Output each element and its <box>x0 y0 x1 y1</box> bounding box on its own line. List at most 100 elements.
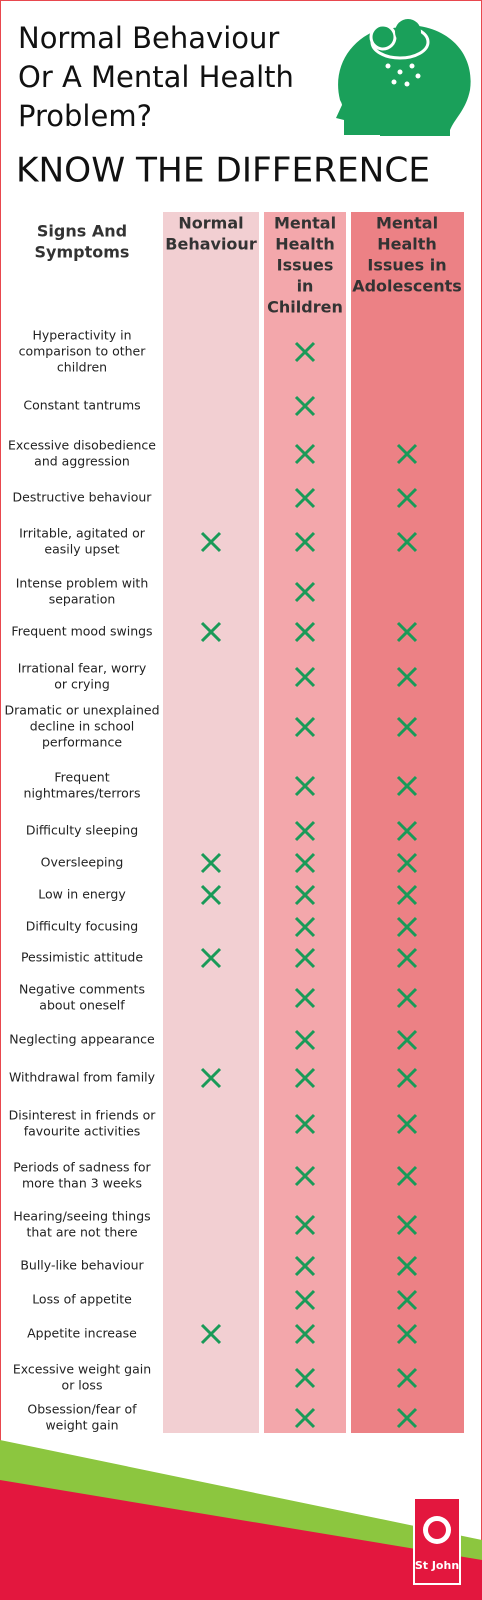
cross-mark <box>294 775 316 797</box>
cross-mark <box>294 487 316 509</box>
cross-mark <box>396 852 418 874</box>
cross-mark <box>294 341 316 363</box>
cross-stroke <box>396 1367 418 1389</box>
cross-stroke <box>294 1289 316 1311</box>
cross-mark <box>396 443 418 465</box>
cross-mark <box>294 1255 316 1277</box>
row-label: Pessimistic attitude <box>21 950 143 965</box>
cross-mark <box>294 820 316 842</box>
logo-emblem-inner <box>428 1521 446 1539</box>
cross-stroke <box>294 852 316 874</box>
cross-mark <box>294 621 316 643</box>
cross-mark <box>294 884 316 906</box>
cross-mark <box>294 1113 316 1135</box>
title-line: Problem? <box>18 99 152 133</box>
column-header: Issues <box>277 256 334 275</box>
cross-stroke <box>294 666 316 688</box>
row-label: Difficulty focusing <box>26 919 138 934</box>
cross-stroke <box>396 1029 418 1051</box>
head-icon <box>336 19 471 136</box>
cross-mark <box>396 1289 418 1311</box>
column-header: Signs And <box>37 222 127 241</box>
cross-stroke <box>294 884 316 906</box>
cross-stroke <box>294 1407 316 1429</box>
cross-stroke <box>294 1323 316 1345</box>
cross-stroke <box>200 621 222 643</box>
cross-mark <box>294 1029 316 1051</box>
column-header: Mental <box>274 214 336 233</box>
cross-stroke <box>200 1067 222 1089</box>
row-label: Appetite increase <box>27 1326 137 1341</box>
row-label: Hyperactivity in <box>32 328 131 343</box>
cross-mark <box>294 581 316 603</box>
cross-mark <box>294 666 316 688</box>
cross-mark <box>396 531 418 553</box>
row-label: Dramatic or unexplained <box>4 703 159 718</box>
cross-stroke <box>396 820 418 842</box>
row-label: Withdrawal from family <box>9 1070 156 1085</box>
row-label: Loss of appetite <box>32 1292 132 1307</box>
cross-stroke <box>396 621 418 643</box>
row-label: Hearing/seeing things <box>13 1209 150 1224</box>
cross-stroke <box>294 443 316 465</box>
cross-mark <box>396 621 418 643</box>
column-header: Mental <box>376 214 438 233</box>
row-label: or crying <box>54 677 110 692</box>
cross-mark <box>294 1323 316 1345</box>
column-header: Issues in <box>367 256 446 275</box>
cross-stroke <box>294 916 316 938</box>
cross-mark <box>396 487 418 509</box>
cross-stroke <box>396 775 418 797</box>
row-label: children <box>57 360 107 375</box>
cross-mark <box>200 947 222 969</box>
row-label: Neglecting appearance <box>9 1032 155 1047</box>
cross-mark <box>396 1029 418 1051</box>
cross-mark <box>200 884 222 906</box>
cross-stroke <box>294 947 316 969</box>
row-label: weight gain <box>45 1418 118 1433</box>
title-line: Or A Mental Health <box>18 60 294 94</box>
column-normal <box>163 212 259 1433</box>
cross-stroke <box>294 341 316 363</box>
cross-stroke <box>396 666 418 688</box>
cross-stroke <box>294 1255 316 1277</box>
cross-mark <box>200 1067 222 1089</box>
cross-stroke <box>396 443 418 465</box>
cross-stroke <box>294 1165 316 1187</box>
title-line: Normal Behaviour <box>18 21 279 55</box>
footer-red <box>0 1480 482 1600</box>
cross-stroke <box>294 487 316 509</box>
cross-stroke <box>396 1067 418 1089</box>
cross-mark <box>294 531 316 553</box>
cross-mark <box>294 1214 316 1236</box>
cross-mark <box>396 1214 418 1236</box>
cross-stroke <box>396 1255 418 1277</box>
cross-stroke <box>294 716 316 738</box>
cross-mark <box>396 1067 418 1089</box>
cross-mark <box>200 852 222 874</box>
row-label: Frequent mood swings <box>11 624 152 639</box>
cross-stroke <box>294 775 316 797</box>
cross-mark <box>396 1407 418 1429</box>
cross-stroke <box>294 621 316 643</box>
row-label: about oneself <box>39 998 125 1013</box>
cross-mark <box>200 1323 222 1345</box>
row-label: Negative comments <box>19 982 145 997</box>
row-label: comparison to other <box>19 344 147 359</box>
cross-stroke <box>396 1407 418 1429</box>
row-label: and aggression <box>34 454 130 469</box>
row-label: Obsession/fear of <box>27 1402 137 1417</box>
cross-stroke <box>200 1323 222 1345</box>
cross-mark <box>294 1407 316 1429</box>
row-label: Excessive disobedience <box>8 438 156 453</box>
row-label: separation <box>49 592 116 607</box>
row-label: Constant tantrums <box>23 398 140 413</box>
row-label: more than 3 weeks <box>22 1176 142 1191</box>
cross-stroke <box>396 1165 418 1187</box>
title-emphasis: KNOW THE DIFFERENCE <box>16 151 430 191</box>
cross-stroke <box>396 916 418 938</box>
column-header: Children <box>267 298 343 317</box>
cross-stroke <box>396 947 418 969</box>
cross-mark <box>294 987 316 1009</box>
cross-stroke <box>200 531 222 553</box>
